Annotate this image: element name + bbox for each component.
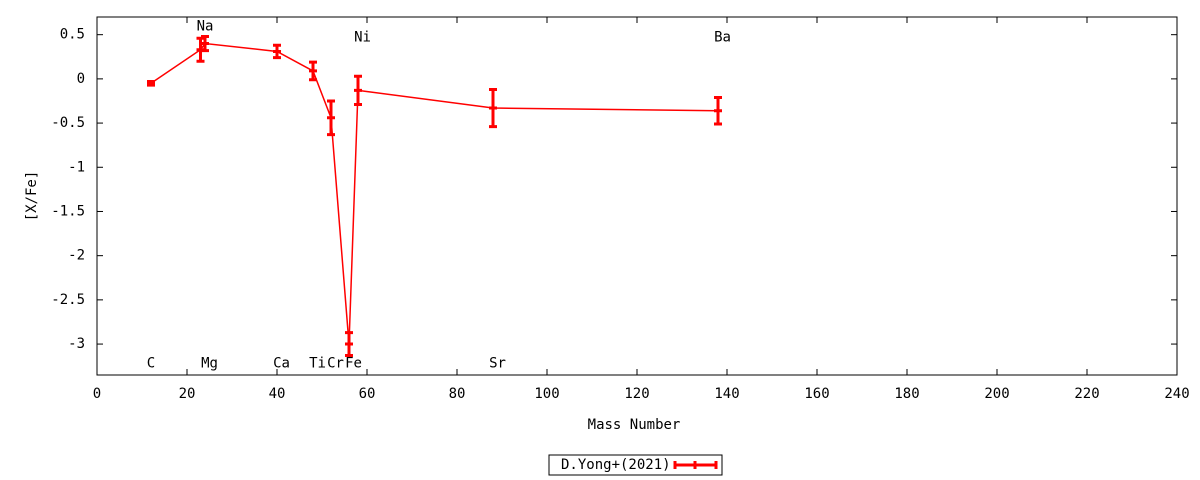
error-bar — [714, 95, 722, 126]
x-tick-label: 60 — [359, 386, 376, 402]
x-tick-label: 20 — [179, 386, 196, 402]
x-tick-label: 120 — [624, 386, 649, 402]
error-bar — [309, 60, 317, 82]
element-label: C — [147, 356, 155, 372]
element-label: Fe — [345, 356, 362, 372]
x-tick-label: 180 — [894, 386, 919, 402]
x-tick-label: 80 — [449, 386, 466, 402]
y-tick-label: -2 — [68, 248, 85, 264]
error-bar — [201, 34, 209, 53]
plot-frame — [96, 16, 1178, 376]
element-label: Ti — [309, 356, 326, 372]
y-tick-label: -1 — [68, 159, 85, 175]
legend-box — [548, 454, 723, 476]
y-tick-label: 0.5 — [60, 27, 85, 43]
element-label: Mg — [201, 356, 218, 372]
x-tick-label: 220 — [1074, 386, 1099, 402]
x-tick-label: 40 — [269, 386, 286, 402]
series-line — [150, 42, 719, 345]
element-label: Ni — [354, 29, 371, 45]
error-bar — [345, 331, 353, 358]
y-tick-label: -2.5 — [51, 292, 85, 308]
x-tick-label: 0 — [93, 386, 101, 402]
element-label: Ca — [273, 356, 290, 372]
x-tick-label: 200 — [984, 386, 1009, 402]
y-tick-label: -3 — [68, 336, 85, 352]
element-label: Cr — [327, 356, 344, 372]
error-bar — [327, 99, 335, 137]
error-bar — [196, 36, 205, 63]
x-tick-label: 240 — [1164, 386, 1189, 402]
y-tick-label: -1.5 — [51, 203, 85, 219]
error-bar — [489, 87, 497, 129]
error-bar — [147, 80, 155, 87]
x-axis-label: Mass Number — [588, 417, 681, 433]
y-tick-label: -0.5 — [51, 115, 85, 131]
element-label: Sr — [489, 356, 506, 372]
legend-label: D.Yong+(2021) — [561, 457, 671, 473]
x-tick-label: 140 — [714, 386, 739, 402]
x-tick-label: 160 — [804, 386, 829, 402]
y-axis-label: [X/Fe] — [24, 171, 40, 222]
legend-swatch — [673, 461, 718, 469]
x-tick-label: 100 — [534, 386, 559, 402]
error-bar — [354, 74, 362, 107]
error-bar — [273, 43, 281, 60]
y-tick-label: 0 — [77, 71, 85, 87]
element-label: Na — [197, 19, 214, 35]
element-label: Ba — [714, 29, 731, 45]
